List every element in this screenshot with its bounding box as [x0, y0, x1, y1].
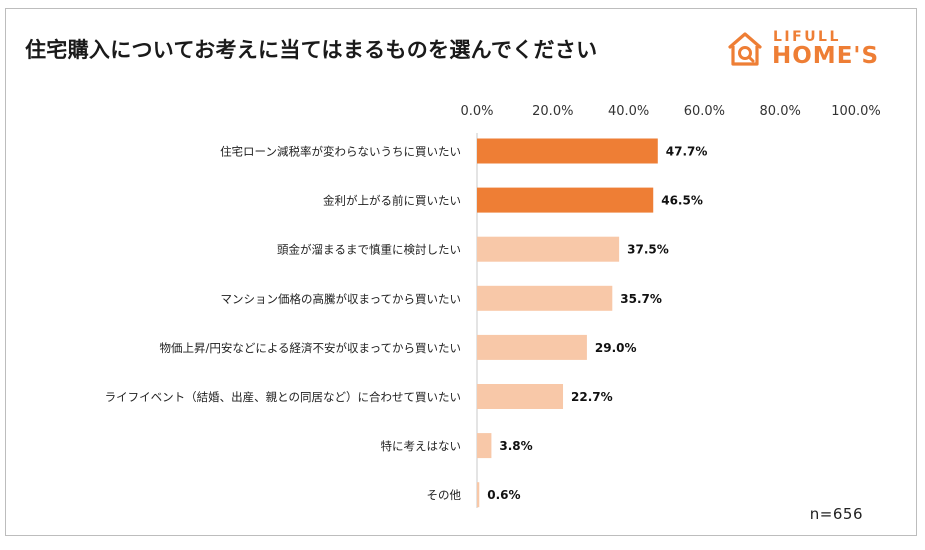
data-label: 0.6%	[487, 488, 520, 502]
data-label: 35.7%	[620, 292, 662, 306]
logo-wordmark-top: LIFULL	[773, 29, 841, 45]
category-label: 頭金が溜まるまで慎重に検討したい	[277, 243, 461, 257]
bar	[477, 187, 654, 213]
category-label: その他	[427, 488, 462, 502]
chart-frame	[5, 8, 917, 536]
category-label: 特に考えはない	[381, 439, 462, 453]
bar	[477, 384, 564, 409]
data-label: 22.7%	[571, 390, 613, 404]
x-tick-label: 0.0%	[460, 104, 493, 119]
category-label: マンション価格の高騰が収まってから買いたい	[221, 292, 461, 306]
page-title: 住宅購入についてお考えに当てはまるものを選んでください	[25, 38, 598, 62]
category-label: 物価上昇/円安などによる経済不安が収まってから買いたい	[160, 341, 462, 355]
bar	[477, 482, 480, 508]
x-tick-label: 20.0%	[532, 104, 573, 119]
x-tick-label: 40.0%	[608, 104, 649, 119]
bar	[477, 285, 613, 311]
category-label: 住宅ローン減税率が変わらないうちに買いたい	[220, 145, 461, 159]
x-tick-label: 80.0%	[760, 104, 801, 119]
logo-wordmark-main: HOME'S	[772, 43, 880, 69]
category-label: 金利が上がる前に買いたい	[323, 194, 461, 208]
bar	[477, 236, 620, 262]
category-label: ライフイベント（結婚、出産、親との同居など）に合わせて買いたい	[105, 390, 461, 404]
house-icon	[728, 32, 762, 66]
data-label: 47.7%	[666, 145, 708, 159]
data-label: 29.0%	[595, 341, 637, 355]
bar	[477, 433, 492, 459]
x-tick-label: 60.0%	[684, 104, 725, 119]
data-label: 37.5%	[627, 243, 669, 257]
data-label: 46.5%	[661, 194, 703, 208]
bar	[477, 334, 587, 360]
data-label: 3.8%	[499, 439, 532, 453]
bar	[477, 138, 658, 164]
sample-size-note: n=656	[809, 505, 863, 523]
x-tick-label: 100.0%	[831, 104, 881, 119]
brand-logo: LIFULL HOME'S	[726, 27, 880, 71]
